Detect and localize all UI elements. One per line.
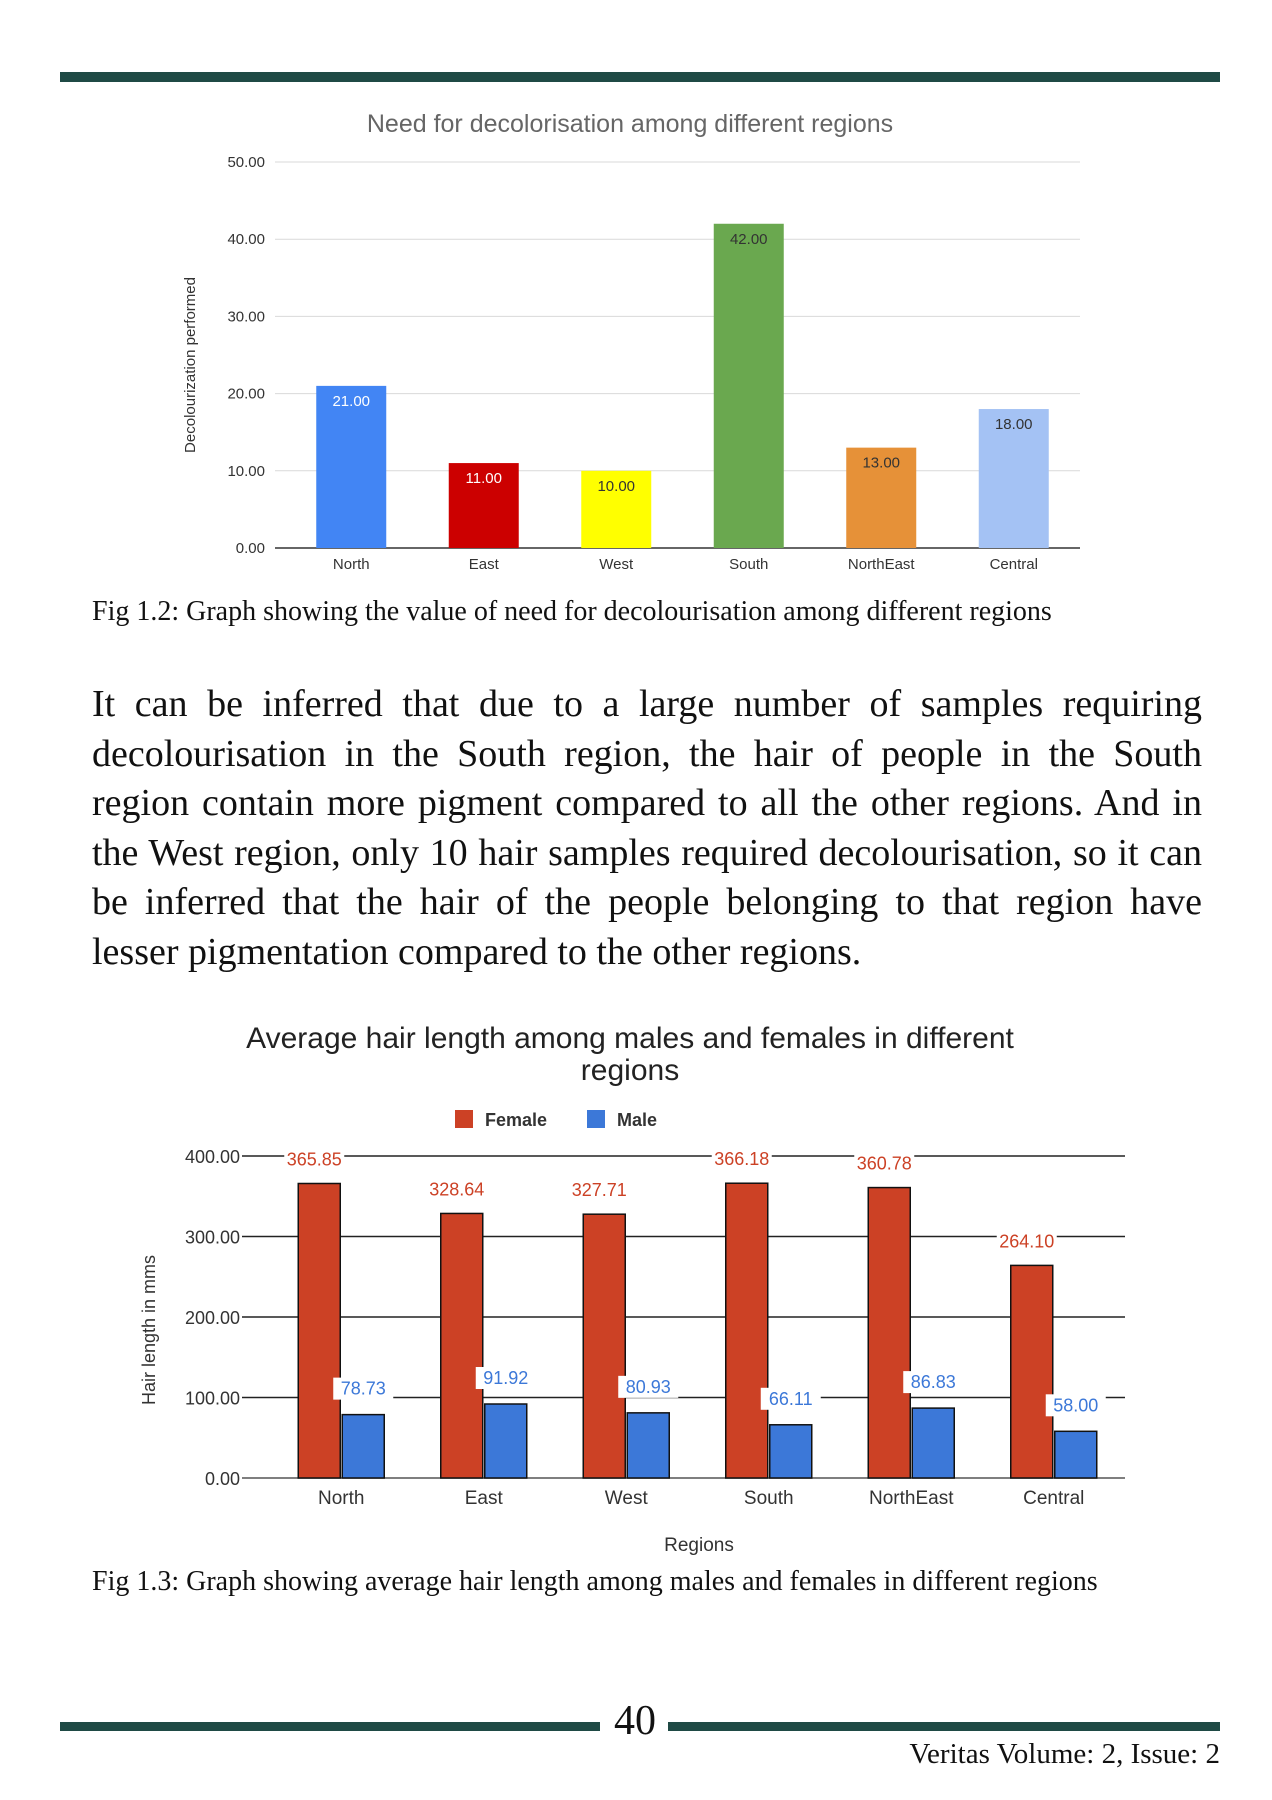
data-label-background: [996, 1230, 1057, 1253]
data-label: 42.00: [730, 231, 768, 248]
y-tick-label: 200.00: [185, 1308, 240, 1328]
data-label: 366.18: [714, 1149, 769, 1169]
chart-legend: Female Male: [455, 1110, 657, 1130]
data-label-background: [903, 1371, 964, 1394]
data-label-background: [618, 1375, 679, 1398]
data-label: 91.92: [483, 1368, 528, 1388]
y-tick-label: 300.00: [185, 1228, 240, 1248]
y-tick-label: 100.00: [185, 1389, 240, 1409]
data-label: 328.64: [429, 1179, 484, 1199]
data-label: 360.78: [857, 1154, 912, 1174]
footer-journal-info: Veritas Volume: 2, Issue: 2: [909, 1738, 1220, 1770]
bar-female-south: [725, 1182, 769, 1479]
data-label: 21.00: [332, 393, 370, 410]
data-label: 58.00: [1053, 1395, 1098, 1415]
x-tick-label: East: [465, 1488, 504, 1509]
bar-male-east: [484, 1403, 528, 1479]
y-tick-label: 30.00: [227, 308, 265, 325]
figure-caption: Fig 1.3: Graph showing average hair leng…: [92, 1566, 1098, 1597]
footer-rule-right: [668, 1722, 1220, 1731]
legend-label: Female: [485, 1110, 547, 1130]
data-label: 10.00: [597, 478, 635, 495]
data-label-background: [569, 1179, 630, 1202]
data-label: 18.00: [995, 416, 1033, 433]
legend-label: Male: [617, 1110, 657, 1130]
data-label: 86.83: [911, 1372, 956, 1392]
data-label-background: [284, 1148, 345, 1171]
y-tick-label: 10.00: [227, 463, 265, 480]
y-tick-label: 50.00: [227, 154, 265, 171]
data-label-background: [854, 1152, 915, 1175]
x-tick-label: NorthEast: [848, 556, 916, 573]
data-label: 78.73: [341, 1379, 386, 1399]
page-number: 40: [614, 1698, 656, 1744]
data-label-background: [1045, 1394, 1106, 1417]
bar-female-northeast: [867, 1186, 911, 1479]
x-tick-label: East: [469, 556, 500, 573]
bar-north: [316, 385, 387, 548]
y-tick-label: 0.00: [205, 1469, 240, 1489]
y-axis-label: Decolourization performed: [182, 277, 199, 453]
y-tick-label: 400.00: [185, 1147, 240, 1167]
data-label: 365.85: [287, 1149, 342, 1169]
y-axis-label: Hair length in mms: [139, 1255, 159, 1405]
y-tick-label: 0.00: [236, 540, 265, 557]
y-tick-label: 40.00: [227, 231, 265, 248]
x-tick-label: South: [729, 556, 768, 573]
data-label: 264.10: [999, 1231, 1054, 1251]
bar-west: [581, 470, 652, 548]
y-tick-label: 20.00: [227, 386, 265, 403]
x-axis-label: Regions: [664, 1535, 734, 1556]
figure-caption: Fig 1.2: Graph showing the value of need…: [92, 596, 1052, 627]
data-label-background: [760, 1387, 821, 1410]
legend-swatch: [587, 1110, 605, 1128]
x-tick-label: West: [599, 556, 634, 573]
x-tick-label: Central: [990, 556, 1038, 573]
x-tick-label: South: [744, 1488, 794, 1509]
x-tick-label: North: [318, 1488, 364, 1509]
data-label: 13.00: [862, 455, 900, 472]
bar-male-northeast: [911, 1407, 955, 1479]
data-label: 66.11: [769, 1389, 813, 1409]
data-label: 80.93: [626, 1377, 671, 1397]
bar-female-north: [297, 1182, 341, 1479]
footer-rule-left: [60, 1722, 600, 1731]
x-tick-label: Central: [1023, 1488, 1084, 1509]
x-tick-label: West: [605, 1488, 649, 1509]
data-label-background: [333, 1377, 394, 1400]
chart-title: Average hair length among males and fema…: [246, 1022, 1014, 1055]
body-paragraph: It can be inferred that due to a large n…: [92, 683, 1202, 973]
header-rule: [60, 72, 1220, 82]
bar-female-central: [1010, 1264, 1054, 1479]
bar-south: [713, 223, 784, 548]
decolourisation-bar-chart: 0.00 10.00 20.00 30.00 40.00 50.00 North 21.00…: [182, 110, 1080, 573]
bar-female-west: [582, 1213, 626, 1479]
hair-length-bar-chart: 0.00 100.00 200.00 300.00 400.00 365.85 78.73…: [139, 1022, 1125, 1556]
chart-title-line-2: regions: [581, 1054, 679, 1087]
x-tick-label: North: [333, 556, 370, 573]
bar-female-east: [440, 1212, 484, 1479]
data-label-background: [475, 1367, 536, 1390]
bar-central: [978, 409, 1049, 548]
legend-swatch: [455, 1110, 473, 1128]
bar-male-north: [341, 1413, 385, 1479]
data-label-background: [426, 1178, 487, 1201]
x-tick-label: NorthEast: [869, 1488, 954, 1509]
bar-male-central: [1054, 1430, 1098, 1479]
data-label-background: [711, 1148, 772, 1171]
chart-title: Need for decolorisation among different …: [367, 110, 893, 138]
data-label: 327.71: [572, 1180, 627, 1200]
bar-east: [448, 463, 519, 548]
bar-northeast: [846, 447, 917, 548]
bar-male-south: [769, 1424, 813, 1479]
data-label: 11.00: [466, 470, 502, 487]
bar-male-west: [626, 1412, 670, 1479]
